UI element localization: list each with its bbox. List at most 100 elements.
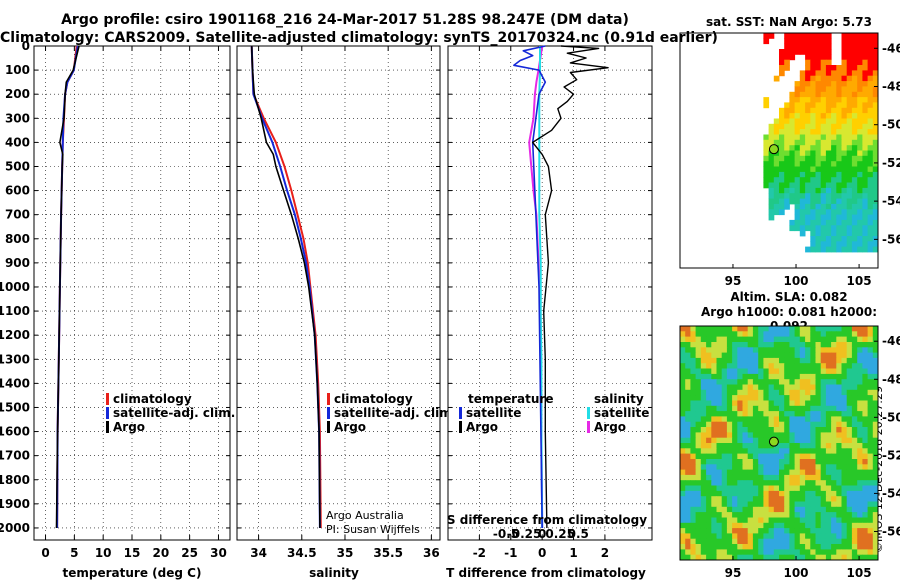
sla-cell <box>789 400 796 407</box>
sla-cell <box>779 512 785 518</box>
sst-cell <box>825 75 832 82</box>
sla-cell <box>763 363 770 369</box>
sst-cell <box>799 91 806 98</box>
sla-cell <box>799 554 806 561</box>
sla-cell <box>742 443 749 449</box>
sla-cell <box>752 506 759 513</box>
sla-cell <box>758 421 764 428</box>
sla-cell <box>721 395 728 401</box>
sst-cell <box>794 129 801 135</box>
sla-cell <box>831 496 837 502</box>
sst-cell <box>846 187 853 194</box>
sla-cell <box>805 496 811 502</box>
sla-cell <box>799 469 806 476</box>
sal-legend-satellite-label: satellite-adj. clim. <box>334 406 456 420</box>
sla-cell <box>763 373 770 380</box>
sst-cell <box>836 219 842 226</box>
sla-cell <box>831 437 837 444</box>
sst-cell <box>805 86 811 93</box>
sst-cell <box>831 70 837 77</box>
sla-cell <box>872 416 879 423</box>
sla-cell <box>836 373 842 380</box>
sla-cell <box>794 347 801 354</box>
sla-cell <box>846 411 853 417</box>
sla-cell <box>857 512 863 518</box>
sla-cell <box>737 368 743 375</box>
sla-cell <box>700 437 707 444</box>
sla-cell <box>857 395 863 401</box>
sla-cell <box>799 533 806 540</box>
sst-cell <box>867 91 874 98</box>
sst-cell <box>805 49 811 55</box>
sla-cell <box>695 453 702 460</box>
sla-cell <box>680 437 686 444</box>
sla-cell <box>716 533 723 540</box>
sst-cell <box>862 54 869 61</box>
sla-cell <box>851 517 858 524</box>
sst-cell <box>841 182 848 189</box>
sst-cell <box>867 123 874 130</box>
sla-cell <box>685 368 691 375</box>
sla-cell <box>737 453 743 460</box>
sst-cell <box>805 225 811 232</box>
sst-cell <box>773 166 780 173</box>
sst-cell <box>846 54 853 61</box>
sla-cell <box>794 331 801 338</box>
sst-cell <box>820 118 827 125</box>
sla-cell <box>706 528 712 534</box>
sst-cell <box>815 81 822 87</box>
sst-cell <box>820 43 827 50</box>
sst-cell <box>846 193 853 199</box>
sla-cell <box>732 331 738 338</box>
sla-cell <box>779 485 785 492</box>
sst-cell <box>851 129 858 135</box>
sst-cell <box>836 150 842 157</box>
sla-cell <box>805 533 811 540</box>
sla-cell <box>721 347 728 354</box>
sla-cell <box>779 501 785 508</box>
sla-cell <box>742 352 749 359</box>
sla-cell <box>862 437 869 444</box>
sst-cell <box>794 86 801 93</box>
sla-cell <box>752 368 759 375</box>
sla-cell <box>810 342 816 348</box>
sst-cell <box>789 139 796 146</box>
sla-cell <box>732 538 738 545</box>
sst-cell <box>820 33 827 39</box>
sst-cell <box>857 177 863 183</box>
sla-cell <box>773 427 780 433</box>
sla-cell <box>799 501 806 508</box>
sla-cell <box>700 464 707 471</box>
sla-cell <box>763 411 770 417</box>
sla-cell <box>872 437 879 444</box>
sla-cell <box>758 501 764 508</box>
sst-cell <box>779 113 785 119</box>
sla-cell <box>810 384 816 391</box>
sst-cell <box>851 43 858 50</box>
sla-cell <box>851 336 858 343</box>
sla-cell <box>726 528 733 534</box>
sla-cell <box>846 368 853 375</box>
sla-cell <box>805 416 811 423</box>
sla-cell <box>810 448 816 455</box>
sla-cell <box>763 544 770 550</box>
sla-cell <box>831 474 837 481</box>
sla-cell <box>857 352 863 359</box>
sla-cell <box>690 554 697 561</box>
sst-cell <box>836 193 842 199</box>
temp-legend-climatology-label: climatology <box>113 392 192 406</box>
sla-cell <box>805 528 811 534</box>
sla-cell <box>867 326 874 332</box>
sla-cell <box>763 347 770 354</box>
sst-cell <box>857 241 863 248</box>
sla-cell <box>846 501 853 508</box>
sla-cell <box>820 506 827 513</box>
sla-cell <box>841 395 848 401</box>
sla-cell <box>831 517 837 524</box>
sla-cell <box>737 432 743 439</box>
sla-cell <box>867 528 874 534</box>
sst-cell <box>831 166 837 173</box>
sla-cell <box>685 464 691 471</box>
sst-cell <box>846 214 853 221</box>
